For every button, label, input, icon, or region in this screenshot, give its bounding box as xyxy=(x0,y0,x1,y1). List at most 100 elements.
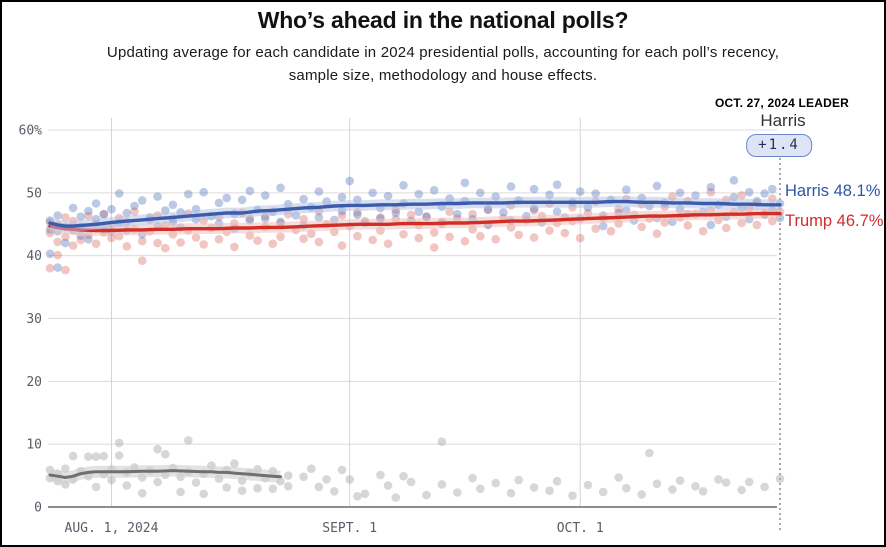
poll-scatter-point-harris xyxy=(529,184,539,194)
poll-scatter-point-harris xyxy=(399,181,408,190)
poll-scatter-point-kennedy xyxy=(376,470,385,480)
poll-scatter-point-trump xyxy=(545,226,554,235)
poll-scatter-point-trump xyxy=(637,222,646,232)
subtitle-line-2: sample size, methodology and house effec… xyxy=(288,67,598,84)
poll-scatter-point-trump xyxy=(199,240,208,249)
confidence-band-harris xyxy=(50,196,780,232)
y-axis-tick-label: 50 xyxy=(26,186,42,201)
poll-scatter-point-trump xyxy=(130,207,139,216)
poll-scatter-point-kennedy xyxy=(107,475,116,485)
poll-scatter-point-trump xyxy=(445,232,454,242)
poll-scatter-point-harris xyxy=(337,192,347,202)
poll-scatter-point-kennedy xyxy=(552,476,562,486)
poll-scatter-point-trump xyxy=(268,239,278,248)
poll-scatter-point-kennedy xyxy=(583,480,593,490)
poll-scatter-point-kennedy xyxy=(714,475,723,484)
poll-scatter-point-kennedy xyxy=(337,465,347,475)
poll-scatter-point-trump xyxy=(737,191,746,200)
poll-scatter-point-trump xyxy=(614,204,623,214)
poll-scatter-point-trump xyxy=(560,228,570,238)
poll-scatter-point-trump xyxy=(153,238,162,248)
poll-scatter-point-harris xyxy=(429,186,439,195)
leader-name: Harris xyxy=(760,111,806,130)
poll-scatter-point-harris xyxy=(391,208,401,218)
poll-scatter-point-harris xyxy=(353,210,362,220)
trump-end-label: Trump 46.7% xyxy=(785,212,884,230)
poll-scatter-point-harris xyxy=(68,203,78,213)
poll-scatter-point-harris xyxy=(622,185,631,194)
poll-scatter-point-harris xyxy=(260,214,270,223)
poll-scatter-point-kennedy xyxy=(476,484,485,494)
poll-scatter-point-harris xyxy=(214,198,224,208)
poll-scatter-point-trump xyxy=(53,250,62,260)
poll-scatter-point-harris xyxy=(114,189,124,198)
poll-scatter-point-harris xyxy=(460,178,470,188)
average-line-trump xyxy=(48,211,782,233)
poll-scatter-point-trump xyxy=(468,209,477,219)
poll-scatter-point-harris xyxy=(414,207,424,216)
poll-scatter-point-kennedy xyxy=(406,477,416,487)
poll-scatter-point-kennedy xyxy=(99,451,109,461)
poll-scatter-point-kennedy xyxy=(314,482,324,492)
poll-scatter-point-trump xyxy=(606,226,616,236)
poll-scatter-point-harris xyxy=(61,238,70,248)
poll-scatter-point-trump xyxy=(61,213,70,222)
poll-scatter-point-trump xyxy=(337,241,347,250)
poll-scatter-point-trump xyxy=(721,223,731,233)
poll-scatter-point-kennedy xyxy=(237,486,247,496)
poll-scatter-point-kennedy xyxy=(645,448,654,458)
poll-scatter-point-harris xyxy=(545,190,554,199)
poll-scatter-point-kennedy xyxy=(506,488,516,498)
y-axis-tick-label: 0 xyxy=(34,501,42,516)
poll-scatter-point-kennedy xyxy=(345,475,355,484)
poll-scatter-point-trump xyxy=(652,229,662,238)
poll-scatter-point-harris xyxy=(414,189,424,199)
poll-scatter-point-trump xyxy=(137,236,147,246)
poll-scatter-point-harris xyxy=(744,187,754,197)
poll-scatter-point-trump xyxy=(575,233,585,243)
poll-scatter-point-trump xyxy=(161,243,170,253)
confidence-band-kennedy xyxy=(50,464,281,484)
poll-scatter-point-harris xyxy=(45,249,55,259)
poll-scatter-point-kennedy xyxy=(283,482,293,491)
poll-scatter-point-harris xyxy=(76,212,85,221)
poll-scatter-point-harris xyxy=(706,220,716,230)
subtitle-line-1: Updating average for each candidate in 2… xyxy=(106,44,780,61)
poll-scatter-point-trump xyxy=(368,235,378,245)
poll-scatter-point-kennedy xyxy=(668,485,677,494)
poll-scatter-point-trump xyxy=(591,224,600,233)
poll-scatter-point-kennedy xyxy=(545,486,554,496)
poll-scatter-point-trump xyxy=(383,239,393,248)
poll-scatter-point-harris xyxy=(591,189,600,198)
poll-scatter-point-kennedy xyxy=(353,492,362,501)
leader-margin-badge: +1.4 xyxy=(746,134,812,157)
poll-scatter-point-kennedy xyxy=(760,482,769,492)
poll-scatter-point-kennedy xyxy=(191,478,201,487)
poll-scatter-point-trump xyxy=(76,235,85,245)
poll-scatter-point-harris xyxy=(552,207,562,216)
poll-scatter-point-kennedy xyxy=(737,485,746,495)
poll-scatter-point-trump xyxy=(137,256,147,265)
poll-scatter-point-kennedy xyxy=(137,488,147,498)
poll-scatter-point-kennedy xyxy=(622,483,631,493)
poll-scatter-point-trump xyxy=(53,237,62,247)
poll-scatter-point-kennedy xyxy=(253,483,262,493)
poll-scatter-point-kennedy xyxy=(491,478,501,488)
poll-scatter-point-trump xyxy=(491,235,501,244)
poll-scatter-point-trump xyxy=(406,210,416,220)
poll-scatter-point-harris xyxy=(245,186,255,196)
poll-scatter-point-kennedy xyxy=(598,487,608,497)
poll-scatter-point-trump xyxy=(230,242,239,252)
poll-scatter-point-harris xyxy=(453,209,462,219)
poll-scatter-point-harris xyxy=(368,188,378,198)
poll-scatter-point-trump xyxy=(737,218,746,228)
poll-scatter-point-trump xyxy=(429,243,439,252)
poll-scatter-point-trump xyxy=(706,187,716,197)
poll-scatter-point-kennedy xyxy=(637,490,646,499)
poll-scatter-point-kennedy xyxy=(698,487,708,496)
poll-scatter-point-trump xyxy=(68,241,78,250)
poll-scatter-point-harris xyxy=(506,182,516,191)
poll-scatter-point-kennedy xyxy=(122,481,132,490)
poll-scatter-point-harris xyxy=(729,176,739,185)
poll-scatter-point-harris xyxy=(168,200,178,210)
